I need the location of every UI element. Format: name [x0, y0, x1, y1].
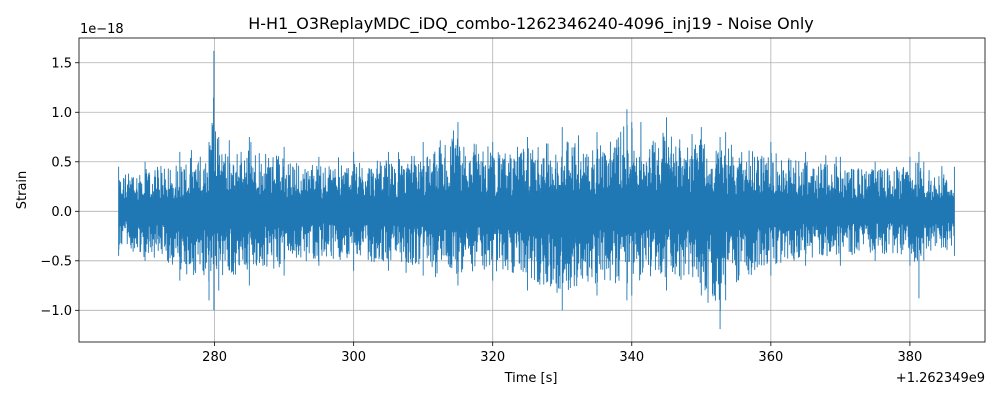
- x-tick-label: 380: [897, 350, 922, 365]
- x-axis-ticks: 280 300 320 340 360 380: [202, 342, 922, 365]
- x-tick-label: 360: [758, 350, 783, 365]
- x-tick-label: 300: [341, 350, 366, 365]
- strain-line: [118, 50, 955, 330]
- chart-title: H-H1_O3ReplayMDC_iDQ_combo-1262346240-40…: [248, 14, 814, 34]
- y-axis-label: Strain: [15, 171, 30, 210]
- y-tick-label: −0.5: [40, 254, 72, 269]
- y-tick-label: 1.5: [51, 56, 72, 71]
- x-tick-label: 320: [480, 350, 505, 365]
- y-axis-ticks: −1.0 −0.5 0.0 0.5 1.0 1.5: [40, 56, 79, 319]
- x-axis-label: Time [s]: [504, 371, 558, 386]
- x-tick-label: 340: [619, 350, 644, 365]
- y-axis-scale-label: 1e−18: [80, 22, 124, 37]
- plot-frame: [78, 37, 986, 343]
- y-tick-label: −1.0: [40, 304, 72, 319]
- y-tick-label: 0.5: [51, 155, 72, 170]
- x-tick-label: 280: [202, 350, 227, 365]
- y-tick-label: 0.0: [51, 205, 72, 220]
- y-tick-label: 1.0: [51, 106, 72, 121]
- x-axis-offset-label: +1.262349e9: [896, 371, 985, 386]
- strain-series: [118, 50, 955, 330]
